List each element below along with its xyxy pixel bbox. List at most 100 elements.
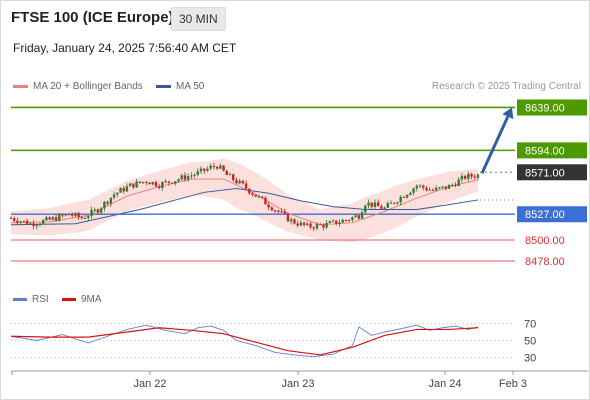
candle-body	[99, 208, 103, 213]
timeframe-button[interactable]: 30 MIN	[171, 7, 226, 31]
candle-body	[476, 174, 480, 178]
candle-body	[148, 182, 151, 185]
candle-body	[32, 223, 35, 227]
candle-body	[116, 192, 119, 195]
candle-body	[74, 213, 77, 216]
candle-body	[164, 181, 167, 183]
candle-body	[451, 184, 454, 186]
candle-body	[157, 186, 161, 188]
candle-body	[383, 207, 386, 209]
chart-credit: Research © 2025 Trading Central	[431, 81, 581, 92]
candle-body	[80, 217, 84, 219]
candle-body	[138, 181, 142, 183]
candle-body	[257, 196, 261, 198]
candle-body	[367, 202, 370, 206]
candle-body	[132, 183, 135, 188]
candle-body	[454, 184, 457, 187]
candle-body	[93, 209, 96, 211]
candles-group	[9, 162, 480, 232]
level-badge-resistance	[517, 142, 587, 159]
candle-body	[109, 197, 113, 204]
candle-body	[232, 174, 235, 181]
candle-body	[83, 218, 87, 220]
candle-body	[38, 223, 42, 226]
rsi-tick-label: 50	[524, 336, 536, 348]
candle-body	[219, 165, 222, 169]
candle-body	[267, 204, 270, 208]
candle-body	[106, 201, 109, 204]
level-badge-pivot	[517, 206, 587, 223]
candle-body	[29, 223, 32, 225]
candle-body	[444, 186, 447, 189]
candle-body	[67, 214, 71, 216]
level-label-8527-00: 8527.00	[525, 209, 565, 221]
candle-body	[193, 174, 196, 176]
candle-body	[351, 217, 354, 221]
candle-body	[344, 219, 348, 221]
candle-body	[180, 175, 183, 180]
candle-body	[96, 209, 100, 213]
legend-swatch-bollinger	[13, 85, 28, 88]
rsi-ma-line	[10, 327, 479, 356]
candle-body	[251, 193, 254, 195]
candle-body	[161, 182, 164, 188]
level-badge-current	[517, 164, 587, 181]
chart-datetime: Friday, January 24, 2025 7:56:40 AM CET	[13, 41, 237, 55]
candle-body	[335, 220, 338, 225]
candle-body	[460, 175, 464, 180]
candle-body	[399, 196, 402, 203]
candle-body	[128, 183, 132, 187]
rsi-tick-label: 70	[524, 319, 536, 331]
candle-body	[302, 222, 306, 225]
legend-label-rsi-ma: 9MA	[81, 294, 102, 305]
candle-body	[273, 210, 277, 212]
candle-body	[228, 174, 232, 176]
candle-body	[58, 214, 61, 221]
candle-body	[48, 217, 51, 220]
rsi-line	[10, 324, 479, 358]
bollinger-band	[11, 158, 478, 243]
candle-body	[45, 217, 48, 221]
candle-body	[209, 165, 212, 169]
candle-body	[405, 194, 409, 198]
candle-body	[325, 223, 328, 228]
candle-body	[409, 192, 412, 195]
candle-body	[296, 223, 299, 226]
candle-body	[177, 179, 180, 182]
candle-body	[370, 202, 373, 207]
level-label-8478-00: 8478.00	[525, 256, 565, 268]
x-axis-label: Jan 22	[133, 378, 166, 390]
candle-body	[277, 210, 280, 212]
level-badge-resistance	[517, 99, 587, 116]
legend-swatch-rsi-ma	[62, 298, 76, 301]
candle-body	[364, 205, 367, 213]
candle-body	[415, 185, 419, 189]
candle-body	[422, 185, 425, 188]
candle-body	[470, 173, 473, 177]
candle-body	[35, 225, 38, 227]
candle-body	[328, 221, 332, 224]
candle-body	[103, 201, 106, 209]
candle-body	[425, 187, 428, 191]
candle-body	[322, 224, 325, 228]
candle-body	[354, 215, 357, 218]
candle-body	[299, 222, 303, 226]
legend-label-rsi: RSI	[32, 294, 49, 305]
candle-body	[418, 185, 422, 187]
candle-body	[286, 213, 290, 222]
candle-body	[222, 165, 225, 171]
x-axis-label: Jan 23	[281, 378, 314, 390]
candle-body	[25, 220, 29, 225]
candle-body	[457, 179, 460, 187]
rsi-tick-label: 30	[524, 353, 536, 365]
candle-body	[125, 186, 129, 192]
candle-body	[238, 180, 241, 184]
candle-body	[170, 182, 174, 184]
legend-ma50: MA 50	[156, 81, 204, 92]
candle-body	[16, 220, 19, 223]
x-axis-label: Jan 24	[428, 378, 461, 390]
candle-body	[167, 181, 171, 183]
legend-label-bollinger: MA 20 + Bollinger Bands	[33, 81, 143, 92]
candle-body	[431, 189, 435, 191]
